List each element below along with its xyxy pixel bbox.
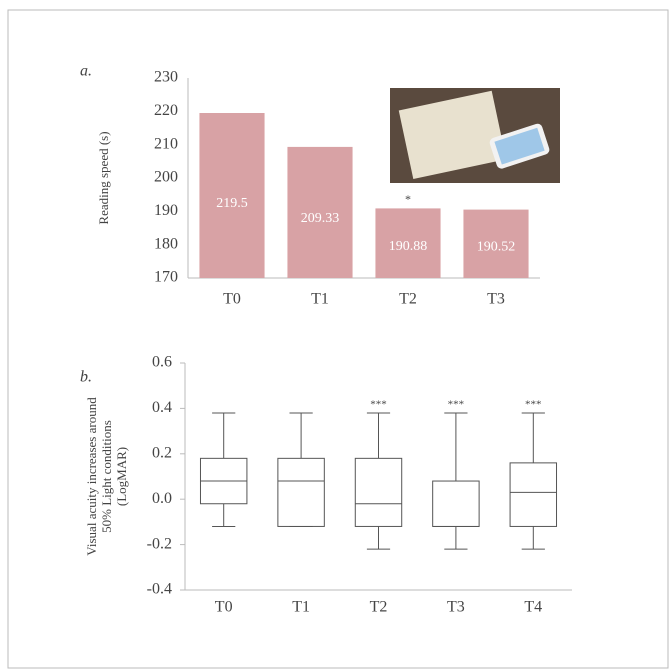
y-tick-label: -0.4 — [147, 581, 172, 598]
x-tick-label: T3 — [447, 599, 465, 616]
y-tick-label: 210 — [154, 135, 178, 152]
x-tick-label: T1 — [311, 291, 329, 308]
y-tick-label: 170 — [154, 269, 178, 286]
y-tick-label: 0.0 — [152, 490, 172, 507]
x-tick-label: T2 — [370, 599, 388, 616]
annotation: *** — [370, 398, 387, 410]
x-tick-label: T0 — [223, 291, 241, 308]
y-tick-label: 190 — [154, 202, 178, 219]
annotation: *** — [448, 398, 465, 410]
y-axis-label: 50% Light conditions — [99, 420, 114, 533]
box — [433, 481, 479, 526]
annotation: * — [405, 192, 411, 206]
annotation: *** — [525, 398, 542, 410]
y-tick-label: 0.6 — [152, 354, 172, 371]
box — [510, 463, 556, 527]
x-tick-label: T1 — [292, 599, 310, 616]
x-tick-label: T0 — [215, 599, 233, 616]
y-tick-label: -0.2 — [147, 535, 172, 552]
y-tick-label: 180 — [154, 235, 178, 252]
panel-label: b. — [80, 369, 92, 386]
box — [355, 458, 401, 526]
photo-inset — [390, 88, 560, 183]
figure: a. Reading speed (s) 170 180 190 200 210 220 230… — [0, 0, 671, 671]
box — [278, 458, 324, 526]
value-label: 219.5 — [216, 196, 248, 211]
y-tick-label: 220 — [154, 102, 178, 119]
y-tick-label: 0.4 — [152, 399, 172, 416]
y-tick-label: 0.2 — [152, 444, 172, 461]
y-axis-label: Reading speed (s) — [96, 131, 111, 224]
x-tick-label: T2 — [399, 291, 417, 308]
y-tick-label: 230 — [154, 69, 178, 86]
y-axis-label: Visual acuity increases around — [84, 397, 99, 556]
value-label: 209.33 — [301, 211, 340, 226]
panel-label: a. — [80, 63, 92, 80]
y-axis-label: (LogMAR) — [114, 447, 129, 506]
value-label: 190.88 — [389, 239, 428, 254]
x-tick-label: T4 — [524, 599, 542, 616]
x-tick-label: T3 — [487, 291, 505, 308]
frame — [8, 10, 668, 668]
y-tick-label: 200 — [154, 169, 178, 186]
value-label: 190.52 — [477, 239, 516, 254]
